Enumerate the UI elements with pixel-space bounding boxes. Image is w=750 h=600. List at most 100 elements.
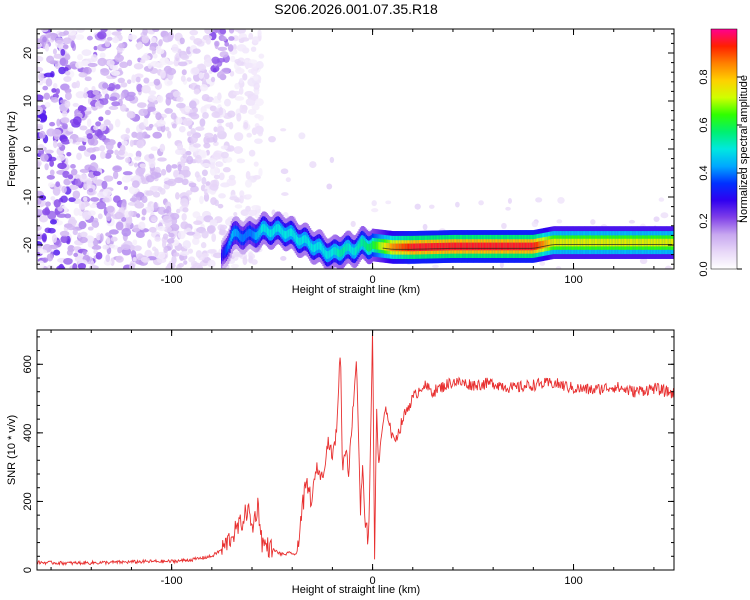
heatmap-ridge-cell	[564, 238, 567, 247]
heatmap-noise-cell	[55, 181, 61, 188]
heatmap-noise-cell	[220, 145, 230, 150]
heatmap-noise-cell	[165, 164, 172, 173]
heatmap-ridge-cell	[338, 249, 341, 257]
heatmap-ridge-cell	[412, 243, 415, 252]
heatmap-noise-cell	[280, 128, 287, 132]
heatmap-noise-cell	[86, 178, 92, 186]
heatmap-noise-cell	[499, 261, 504, 269]
heatmap-ridge-cell	[503, 242, 506, 251]
heatmap-ridge-cell	[626, 238, 629, 247]
heatmap-noise-cell	[163, 226, 173, 233]
heatmap-noise-cell	[127, 152, 134, 158]
heatmap-ridge-cell	[661, 238, 664, 247]
heatmap-noise-cell	[186, 155, 194, 165]
heatmap-ridge-cell	[590, 238, 593, 247]
heatmap-noise-cell	[106, 236, 111, 245]
heatmap-ridge-cell	[406, 243, 409, 252]
heatmap-noise-cell	[217, 92, 222, 101]
snr-y-tick-label: 600	[22, 355, 34, 373]
heatmap-noise-cell	[104, 93, 110, 100]
heatmap-noise-cell	[102, 188, 112, 197]
heatmap-noise-cell	[136, 102, 147, 109]
heatmap-noise-cell	[79, 231, 88, 238]
heatmap-ridge-cell	[388, 243, 391, 251]
heatmap-noise-cell	[143, 118, 149, 127]
heatmap-ridge-cell	[303, 235, 306, 244]
heatmap-ridge-cell	[517, 242, 520, 251]
heatmap-ridge-cell	[550, 239, 553, 247]
heatmap-ridge-cell	[621, 238, 624, 247]
heatmap-noise-cell	[92, 89, 100, 95]
heatmap-ridge-cell	[499, 242, 502, 251]
heatmap-noise-cell	[234, 59, 241, 64]
heatmap-noise-cell	[78, 72, 88, 78]
heatmap-ridge-cell	[486, 242, 489, 251]
heatmap-ridge-cell	[508, 242, 511, 251]
heatmap-noise-cell	[118, 42, 125, 49]
heatmap-ridge-cell	[391, 243, 394, 252]
heatmap-noise-cell	[539, 260, 546, 266]
heatmap-ridge-cell	[307, 238, 311, 247]
heatmap-ridge-cell	[392, 243, 395, 252]
heatmap-noise-cell	[177, 262, 185, 268]
heatmap-ridge-cell	[527, 242, 530, 251]
heatmap-noise-cell	[163, 247, 169, 253]
heatmap-noise-cell	[77, 105, 87, 112]
heatmap-ridge-cell	[403, 243, 406, 252]
heatmap-noise-cell	[250, 66, 258, 76]
heatmap-noise-cell	[176, 208, 181, 214]
heatmap-ridge-cell	[229, 237, 232, 246]
heatmap-noise-cell	[39, 247, 44, 255]
heatmap-ridge-cell	[597, 238, 600, 247]
heatmap-ridge-cell	[631, 238, 634, 247]
heatmap-noise-cell	[129, 197, 137, 202]
heatmap-ridge-cell	[650, 238, 653, 247]
heatmap-ridge-cell	[552, 238, 555, 247]
heatmap-ridge-cell	[545, 240, 548, 248]
heatmap-ridge-cell	[662, 238, 665, 247]
heatmap-noise-cell	[240, 108, 248, 114]
heatmap-ridge-cell	[620, 238, 623, 247]
heatmap-noise-cell	[99, 123, 107, 132]
heatmap-ridge-cell	[670, 238, 673, 247]
heatmap-noise-cell	[148, 90, 157, 96]
heatmap-noise-cell	[157, 157, 167, 162]
snr-x-tick-label: 0	[370, 575, 376, 587]
heatmap-noise-cell	[38, 72, 44, 82]
heatmap-ridge-cell	[511, 242, 514, 251]
heatmap-noise-cell	[148, 123, 154, 128]
heatmap-ridge-cell	[313, 244, 317, 253]
heatmap-ridge-cell	[487, 242, 490, 251]
heatmap-noise-cell	[114, 149, 119, 156]
heatmap-ridge-cell	[268, 228, 271, 237]
snr-plot-area	[37, 330, 674, 566]
heatmap-noise-cell	[169, 223, 180, 232]
heatmap-noise-cell	[210, 197, 217, 206]
heatmap-ridge-cell	[435, 242, 438, 251]
heatmap-noise-cell	[50, 196, 56, 201]
heatmap-noise-cell	[285, 177, 291, 183]
heatmap-noise-cell	[212, 133, 218, 143]
heatmap-noise-cell	[282, 211, 289, 218]
heatmap-noise-cell	[141, 177, 147, 185]
heatmap-noise-cell	[176, 96, 184, 103]
heatmap-ridge-cell	[362, 238, 365, 247]
heatmap-noise-cell	[46, 55, 55, 64]
heatmap-noise-cell	[64, 100, 71, 108]
heatmap-ridge-cell	[434, 243, 437, 251]
heatmap-noise-cell	[557, 197, 565, 204]
heatmap-noise-cell	[190, 266, 195, 269]
heatmap-noise-cell	[109, 96, 118, 102]
heatmap-ridge-cell	[456, 242, 459, 251]
heatmap-ridge-cell	[241, 234, 244, 243]
heatmap-noise-cell	[121, 140, 128, 146]
heatmap-noise-cell	[211, 56, 220, 64]
heatmap-noise-cell	[147, 106, 156, 112]
heatmap-noise-cell	[135, 167, 145, 177]
heatmap-ridge-cell	[663, 238, 666, 247]
heatmap-noise-cell	[250, 46, 257, 52]
heatmap-noise-cell	[253, 75, 259, 81]
heatmap-noise-cell	[203, 58, 213, 67]
heatmap-noise-cell	[422, 223, 428, 231]
heatmap-noise-cell	[104, 40, 111, 48]
